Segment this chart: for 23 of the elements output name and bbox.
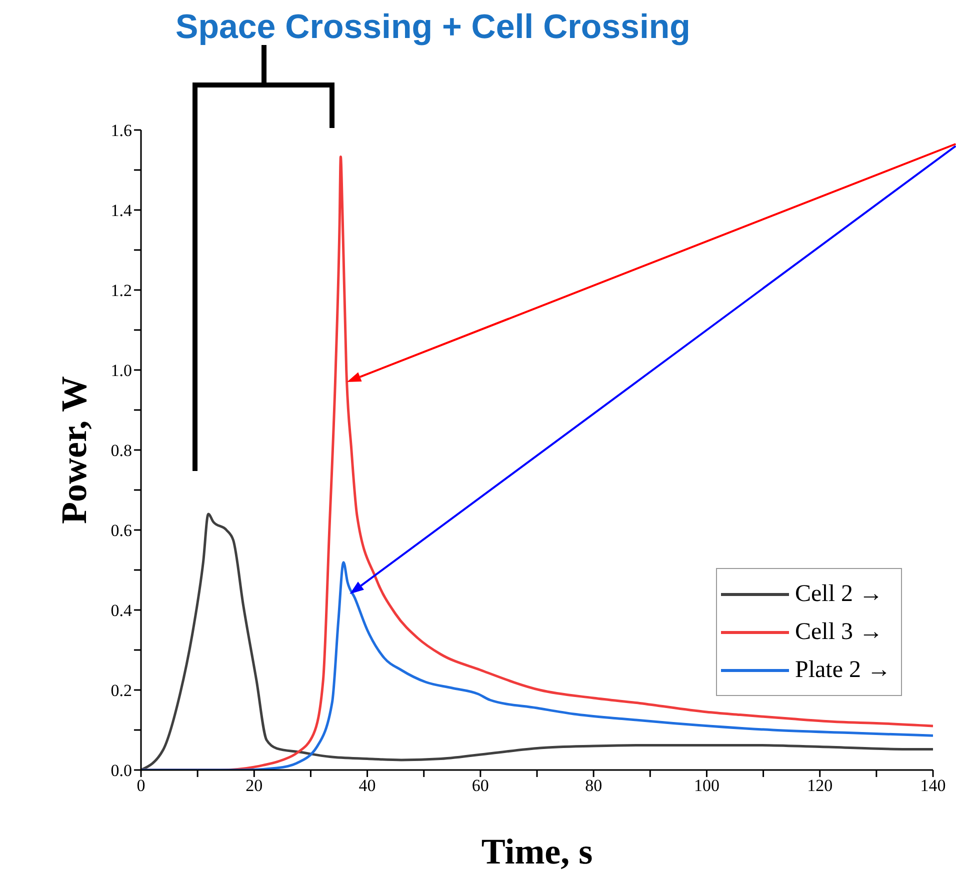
y-tick-label: 0.8 xyxy=(110,441,132,460)
x-tick-label: 20 xyxy=(246,776,263,796)
x-tick-label: 100 xyxy=(694,776,720,796)
x-tick-label: 80 xyxy=(585,776,602,796)
legend-label: Cell 2 → xyxy=(795,580,883,609)
y-tick-label: 0.2 xyxy=(110,681,132,700)
y-tick-label: 1.4 xyxy=(110,201,132,220)
x-tick-label: 120 xyxy=(807,776,833,796)
y-tick-label: 0.6 xyxy=(110,521,132,540)
legend-label: Cell 3 → xyxy=(795,618,883,647)
x-tick-label: 60 xyxy=(472,776,489,796)
y-tick-label: 1.6 xyxy=(110,121,132,140)
x-axis-title: Time, s xyxy=(481,832,593,872)
y-tick-label: 0.0 xyxy=(110,761,132,780)
y-axis-title: Power, W xyxy=(54,376,94,524)
x-tick-label: 0 xyxy=(136,776,146,796)
y-tick-label: 0.4 xyxy=(110,601,132,620)
x-tick-label: 40 xyxy=(358,776,376,796)
y-tick-label: 1.2 xyxy=(110,281,132,300)
legend-label: Plate 2 → xyxy=(795,656,891,685)
y-tick-label: 1.0 xyxy=(110,361,132,380)
chart-title: Space Crossing + Cell Crossing xyxy=(176,8,690,46)
x-tick-label: 140 xyxy=(920,776,946,796)
